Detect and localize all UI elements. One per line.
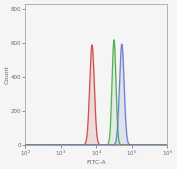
Y-axis label: Count: Count [4,65,9,84]
X-axis label: FITC-A: FITC-A [86,160,106,165]
